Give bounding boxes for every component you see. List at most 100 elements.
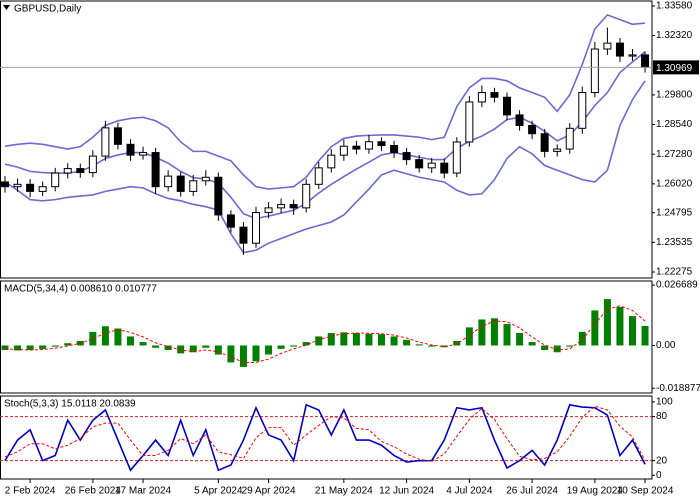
- candle-body: [88, 155, 97, 174]
- candle-body: [164, 175, 173, 188]
- indicator-line: [4, 305, 646, 363]
- macd-bar: [440, 345, 448, 348]
- macd-bar: [302, 342, 310, 346]
- panel-title: MACD(5,34,4) 0.008610 0.010777: [4, 284, 157, 295]
- candle-body: [189, 180, 198, 192]
- macd-bar: [277, 345, 285, 349]
- candle-body: [553, 148, 562, 152]
- candle-body: [302, 183, 311, 209]
- panel-frame: [0, 395, 653, 480]
- candle-body: [101, 127, 110, 157]
- candle-body: [490, 92, 499, 98]
- y-tick-label: 1.29800: [656, 90, 693, 101]
- macd-bar: [566, 345, 574, 347]
- candle-body: [51, 172, 60, 188]
- indicator-line: [4, 80, 646, 254]
- y-tick-label: 80: [656, 411, 668, 422]
- x-tick-label: 26 Feb 2024: [65, 486, 122, 497]
- y-tick-label: 1.32320: [656, 30, 693, 41]
- panel-frame: [0, 280, 653, 394]
- candle-body: [314, 167, 323, 185]
- y-tick-label: 0: [656, 470, 662, 481]
- macd-bar: [478, 319, 486, 346]
- macd-bar: [51, 345, 59, 347]
- macd-bar: [503, 323, 511, 346]
- y-tick-label: 1.26020: [656, 179, 693, 190]
- candle-body: [503, 96, 511, 116]
- panel-title: GBPUSD,Daily: [14, 4, 81, 15]
- macd-bar: [578, 331, 586, 346]
- macd-bar: [315, 336, 323, 346]
- candle-body: [63, 168, 72, 174]
- macd-bar: [603, 299, 611, 346]
- candle-body: [1, 181, 9, 188]
- macd-bar: [1, 345, 9, 351]
- candle-body: [76, 168, 85, 174]
- candle-body: [641, 54, 650, 68]
- y-tick-label: 100: [656, 397, 673, 408]
- candle-body: [252, 212, 260, 244]
- x-tick-label: 12 Jun 2024: [379, 486, 434, 497]
- candle-body: [239, 226, 248, 244]
- y-tick-label: 1.22275: [656, 267, 693, 278]
- candle-body: [38, 186, 47, 192]
- candle-body: [590, 48, 599, 94]
- macd-bar: [14, 345, 22, 351]
- x-tick-label: 2 Feb 2024: [5, 486, 56, 497]
- x-tick-label: 19 Aug 2024: [567, 486, 624, 497]
- candle-body: [402, 152, 411, 161]
- macd-bar: [516, 333, 524, 346]
- macd-bar: [290, 345, 298, 347]
- macd-bar: [252, 345, 260, 362]
- candle-body: [515, 114, 524, 126]
- candle-body: [540, 133, 549, 152]
- candle-body: [176, 175, 185, 192]
- candle-body: [126, 143, 135, 156]
- candle-body: [327, 154, 336, 169]
- macd-bar: [378, 334, 385, 346]
- candle-body: [440, 162, 449, 174]
- candle-body: [465, 101, 474, 143]
- macd-bar: [327, 333, 335, 346]
- macd-bar: [239, 345, 247, 367]
- macd-bar: [89, 331, 97, 346]
- y-tick-label: 0.026689: [656, 280, 698, 291]
- macd-bar: [152, 345, 160, 348]
- macd-bar: [101, 326, 109, 346]
- macd-bar: [26, 345, 34, 351]
- candle-body: [578, 92, 587, 129]
- x-tick-label: 21 May 2024: [315, 486, 373, 497]
- candle-body: [415, 159, 424, 169]
- y-tick-label: -0.018877: [656, 383, 700, 394]
- candle-body: [377, 141, 386, 147]
- macd-bar: [616, 307, 624, 346]
- macd-bar: [528, 342, 536, 346]
- macd-bar: [214, 345, 222, 355]
- candle-body: [528, 124, 537, 135]
- candle-body: [452, 141, 461, 174]
- macd-bar: [465, 327, 473, 346]
- x-tick-label: 29 Apr 2024: [242, 486, 296, 497]
- y-tick-label: 0.00: [656, 340, 676, 351]
- candle-body: [628, 54, 637, 57]
- candle-body: [615, 42, 624, 57]
- panel-title: Stoch(5,3,3) 15.0118 20.0839: [4, 399, 136, 410]
- y-tick-label: 1.27280: [656, 149, 693, 160]
- macd-bar: [114, 328, 122, 346]
- macd-bar: [39, 345, 47, 349]
- candle-body: [289, 204, 298, 209]
- last-price-label: 1.30969: [656, 63, 693, 74]
- candle-body: [603, 42, 612, 50]
- y-tick-label: 1.33580: [656, 1, 693, 12]
- macd-bar: [641, 326, 649, 346]
- candle-body: [26, 183, 35, 192]
- candle-body: [477, 92, 486, 103]
- macd-bar: [490, 318, 498, 346]
- macd-bar: [352, 333, 360, 346]
- candle-body: [339, 145, 348, 156]
- candle-body: [139, 152, 148, 156]
- macd-bar: [591, 310, 599, 346]
- macd-bar: [453, 340, 461, 346]
